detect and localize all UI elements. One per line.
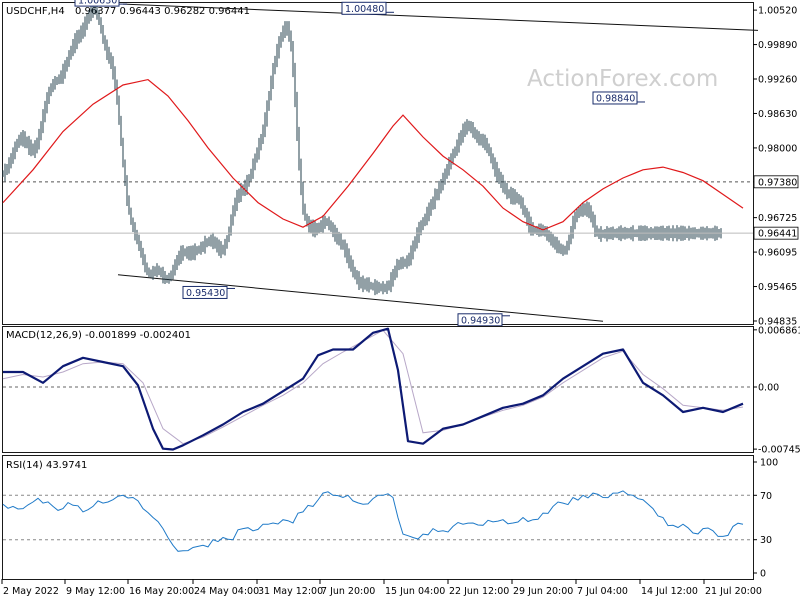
annotation-label: 0.98840 [596, 93, 635, 104]
time-tick-label: 29 Jun 20:00 [513, 586, 573, 597]
annotation-label: 0.94930 [461, 315, 500, 326]
price-annotations: 1.00630 1.00480 0.98840 0.95430 0.94930 [74, 0, 645, 327]
annotation-label: 1.00480 [345, 4, 384, 15]
rsi-line [2, 490, 744, 552]
macd-lines [2, 327, 744, 451]
time-tick-label: 9 May 12:00 [66, 586, 125, 597]
time-axis: 2 May 2022 9 May 12:00 16 May 20:00 24 May … [1, 579, 762, 597]
rsi-main-line [2, 490, 744, 552]
watermark: ActionForex.com [527, 66, 718, 92]
macd-title: MACD(12,26,9) -0.001899 -0.002401 [6, 330, 191, 341]
price-tick-label: 0.96725 [758, 213, 797, 224]
price-tick-label: 1.00520 [758, 6, 797, 17]
macd-main-line [3, 327, 744, 451]
macd-panel: MACD(12,26,9) -0.001899 -0.002401 0.0068… [2, 325, 800, 456]
time-tick-label: 7 Jul 04:00 [577, 586, 628, 597]
time-tick-label: 16 May 20:00 [129, 586, 194, 597]
time-tick-label: 14 Jul 12:00 [641, 586, 698, 597]
rsi-tick-label: 30 [760, 535, 772, 546]
rsi-tick-label: 70 [760, 491, 772, 502]
annotation-box [457, 313, 503, 327]
symbol-header: USDCHF,H4 [6, 6, 65, 17]
macd-tick-label: 0.006861 [758, 325, 800, 336]
trendline [122, 3, 759, 31]
price-bars [2, 1, 722, 296]
time-tick-label: 24 May 04:00 [194, 586, 259, 597]
price-panel-frame [2, 2, 754, 325]
price-tick-label: 0.95465 [758, 282, 797, 293]
rsi-title: RSI(14) 43.9741 [6, 460, 87, 471]
price-tick-label: 0.96095 [758, 248, 797, 259]
rsi-panel-frame [2, 455, 754, 580]
moving-average-line [2, 78, 744, 231]
price-tick-label: 0.98000 [758, 143, 797, 154]
level-line-group: 0.97380 [3, 175, 799, 189]
price-tick-label: 0.99890 [758, 40, 797, 51]
time-tick-label: 15 Jun 04:00 [385, 586, 445, 597]
macd-tick-label: -0.007454 [758, 445, 800, 456]
current-price-box [753, 226, 799, 240]
rsi-panel: RSI(14) 43.9741 100 70 30 0 [2, 455, 778, 580]
level-line-box [753, 175, 799, 189]
trendlines [117, 3, 759, 322]
macd-axis: 0.006861 0.00 -0.007454 [3, 325, 800, 456]
price-tick-label: 0.99260 [758, 75, 797, 86]
time-tick-label: 7 Jun 20:00 [321, 586, 375, 597]
macd-signal-line [2, 329, 744, 445]
rsi-tick-label: 0 [760, 569, 766, 580]
rsi-tick-label: 100 [760, 458, 778, 469]
price-axis: 1.00520 0.99890 0.99260 0.98630 0.98000 0.973… [753, 6, 797, 327]
annotation-box [182, 285, 228, 299]
ohlc-readout: 0.96377 0.96443 0.96282 0.96441 [75, 6, 250, 17]
current-price-label: 0.96441 [758, 229, 797, 240]
moving-average [2, 78, 744, 231]
time-tick-label: 22 Jun 12:00 [449, 586, 509, 597]
annotation-label: 0.95430 [186, 288, 225, 299]
macd-panel-frame [2, 326, 754, 453]
time-tick-label: 2 May 2022 [3, 586, 59, 597]
level-line-label: 0.97380 [758, 177, 797, 188]
price-tick-label: 0.98630 [758, 109, 797, 120]
current-price-group: 0.96441 [3, 226, 799, 240]
macd-tick-label: 0.00 [758, 383, 779, 394]
annotation-box [592, 91, 638, 105]
annotation-label: 1.00630 [78, 0, 117, 7]
price-tick-label: 0.94835 [758, 316, 797, 327]
annotation-box [341, 1, 387, 15]
price-panel: USDCHF,H4 0.96377 0.96443 0.96282 0.9644… [2, 0, 799, 327]
trendline [117, 274, 604, 322]
annotation-box [74, 0, 120, 7]
time-tick-label: 21 Jul 20:00 [705, 586, 762, 597]
time-tick-label: 31 May 12:00 [258, 586, 323, 597]
